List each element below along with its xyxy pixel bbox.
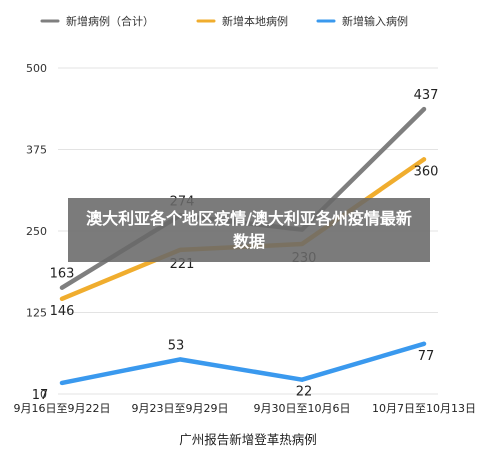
x-axis-title: 广州报告新增登革热病例 <box>179 432 317 447</box>
legend-label-1: 新增本地病例 <box>222 14 288 28</box>
y-tick-label-3: 375 <box>26 144 47 157</box>
headline-text: 澳大利亚各个地区疫情/澳大利亚各州疫情最新数据 <box>86 209 412 251</box>
data-label-1-0: 146 <box>50 304 75 319</box>
series-line-2 <box>59 341 427 386</box>
data-label-2-0: 17 <box>32 388 49 403</box>
data-label-0-0: 163 <box>50 267 75 282</box>
data-label-2-1: 53 <box>168 338 185 353</box>
y-tick-label-1: 125 <box>26 307 47 320</box>
y-tick-label-0: 0 <box>40 388 47 401</box>
x-tick-label-1: 9月23日至9月29日 <box>132 402 229 415</box>
data-label-2-3: 77 <box>418 349 435 364</box>
x-tick-label-0: 9月16日至9月22日 <box>14 402 111 415</box>
data-label-2-2: 22 <box>296 385 313 400</box>
x-tick-label-2: 9月30日至10月6日 <box>254 402 351 415</box>
y-tick-label-2: 250 <box>26 225 47 238</box>
data-label-1-3: 360 <box>414 164 439 179</box>
data-label-0-3: 437 <box>414 88 439 103</box>
legend-label-2: 新增输入病例 <box>342 14 408 28</box>
legend-label-0: 新增病例（合计） <box>66 14 154 28</box>
headline-banner: 澳大利亚各个地区疫情/澳大利亚各州疫情最新数据 <box>68 198 430 262</box>
y-tick-label-4: 500 <box>26 62 47 75</box>
x-tick-label-3: 10月7日至10月13日 <box>372 402 476 415</box>
